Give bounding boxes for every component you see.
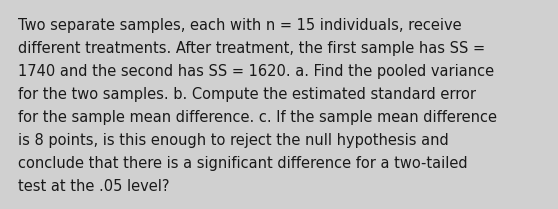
Text: 1740 and the second has SS = 1620. a. Find the pooled variance: 1740 and the second has SS = 1620. a. Fi… — [18, 64, 494, 79]
Text: test at the .05 level?: test at the .05 level? — [18, 179, 170, 194]
Text: is 8 points, is this enough to reject the null hypothesis and: is 8 points, is this enough to reject th… — [18, 133, 449, 148]
Text: conclude that there is a significant difference for a two-tailed: conclude that there is a significant dif… — [18, 156, 468, 171]
Text: for the sample mean difference. c. If the sample mean difference: for the sample mean difference. c. If th… — [18, 110, 497, 125]
Text: for the two samples. b. Compute the estimated standard error: for the two samples. b. Compute the esti… — [18, 87, 476, 102]
Text: different treatments. After treatment, the first sample has SS =: different treatments. After treatment, t… — [18, 41, 485, 56]
Text: Two separate samples, each with n = 15 individuals, receive: Two separate samples, each with n = 15 i… — [18, 18, 461, 33]
